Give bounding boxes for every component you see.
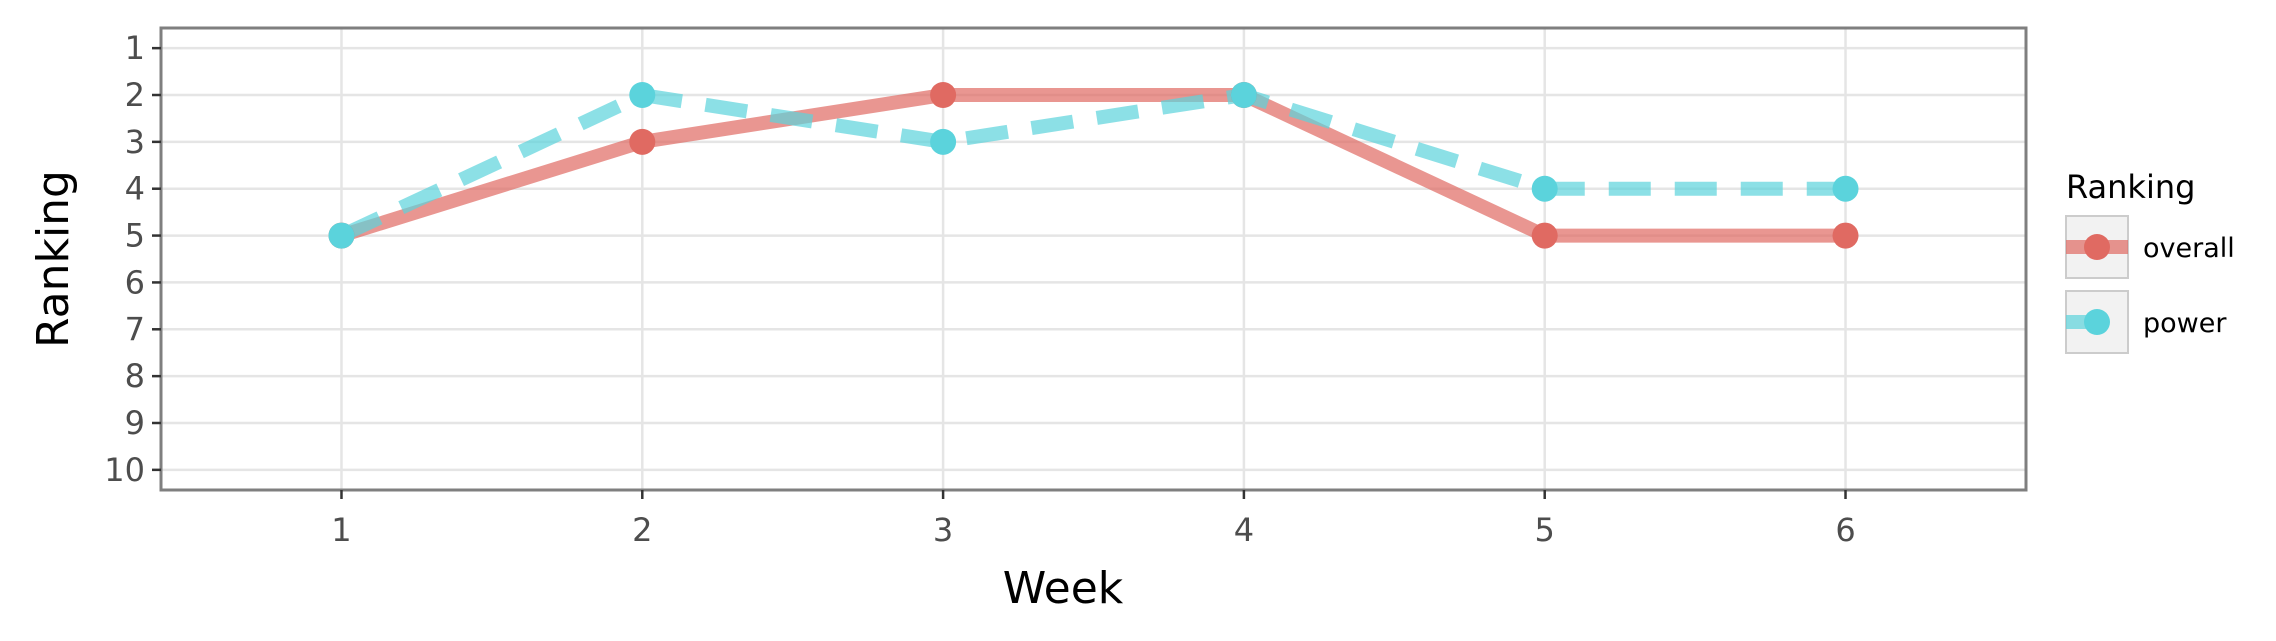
y-tick-label: 8 — [125, 357, 145, 395]
legend: Ranking overall power — [2065, 168, 2235, 354]
data-point-power — [328, 222, 355, 249]
y-tick-label: 10 — [104, 451, 145, 489]
x-tick-label: 6 — [1835, 511, 1855, 549]
y-tick-label: 7 — [125, 310, 145, 348]
y-tick-label: 6 — [125, 263, 145, 301]
y-axis-title: Ranking — [28, 170, 79, 348]
y-tick-label: 3 — [125, 123, 145, 161]
series-line-overall — [339, 88, 1846, 243]
x-tick-label: 3 — [933, 511, 953, 549]
x-tick-label: 2 — [632, 511, 652, 549]
legend-key-point — [2084, 234, 2110, 260]
plot-border — [159, 26, 2028, 492]
x-tick-label: 1 — [331, 511, 351, 549]
data-point-overall — [1832, 222, 1859, 249]
data-point-power — [1531, 175, 1558, 202]
data-point-overall — [930, 82, 957, 109]
data-point-power — [1832, 175, 1859, 202]
y-tick-label: 1 — [125, 29, 145, 67]
y-tick-label: 4 — [125, 170, 145, 208]
y-tick-label: 9 — [125, 404, 145, 442]
x-tick-label: 5 — [1535, 511, 1555, 549]
y-axis-ticks: 1 2 3 4 5 6 7 8 9 10 — [104, 29, 161, 489]
data-point-overall — [629, 128, 656, 155]
data-point-power — [930, 128, 957, 155]
data-point-power — [1230, 82, 1257, 109]
x-tick-label: 4 — [1234, 511, 1254, 549]
series-lines — [338, 88, 1846, 243]
series-points — [328, 82, 1859, 249]
series-line-power — [338, 88, 1846, 242]
y-tick-label: 5 — [125, 217, 145, 255]
x-axis-title: Week — [1003, 563, 1124, 614]
legend-label: power — [2143, 308, 2227, 339]
legend-label: overall — [2143, 233, 2235, 264]
x-axis-ticks: 1 2 3 4 5 6 — [331, 490, 1856, 549]
legend-title: Ranking — [2066, 168, 2195, 206]
legend-key-point — [2084, 309, 2110, 335]
legend-item-power: power — [2065, 290, 2227, 354]
y-tick-label: 2 — [125, 76, 145, 114]
data-point-power — [629, 82, 656, 109]
legend-item-overall: overall — [2065, 215, 2235, 279]
data-point-overall — [1531, 222, 1558, 249]
